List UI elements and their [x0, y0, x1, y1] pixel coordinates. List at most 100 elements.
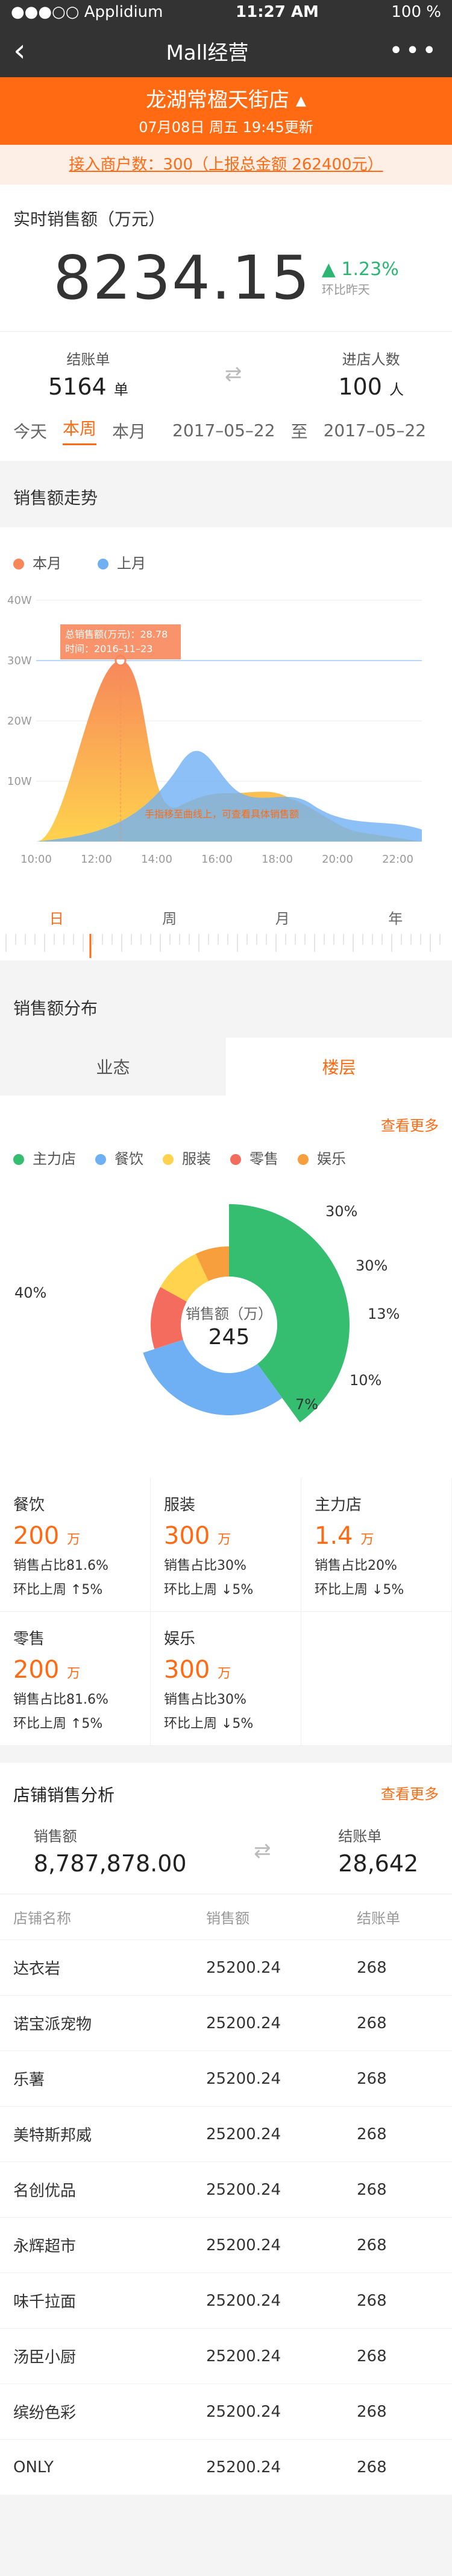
x-tick: 20:00 — [322, 853, 353, 866]
mall-selector[interactable]: 龙湖常楹天街店 ▴ — [146, 88, 306, 112]
y-tick: 40W — [7, 594, 32, 607]
table-row[interactable]: 缤纷色彩 25200.24 268 — [0, 2384, 452, 2439]
visitors-value: 100 — [338, 373, 382, 400]
category-name: 餐饮 — [13, 1496, 45, 1514]
donut-legend-item: 服装 — [163, 1147, 211, 1168]
swap-icon[interactable]: ⇄ — [224, 361, 242, 386]
time-ruler[interactable] — [0, 934, 452, 958]
back-icon[interactable]: ‹ — [13, 33, 26, 69]
merchant-notice[interactable]: 接入商户数：300（上报总金额 262400元） — [0, 145, 452, 185]
category-cell[interactable]: 服装 300 万销售占比30% 环比上周 ↓5% — [151, 1478, 301, 1612]
donut-chart[interactable]: 销售额（万） 245 40% 30% 30% 13% 10% 7% — [0, 1174, 452, 1476]
range-start[interactable]: 2017–05–22 — [172, 420, 275, 440]
tooltip-box — [60, 624, 181, 659]
donut-slice[interactable] — [195, 1246, 229, 1281]
table-cell: 25200.24 — [206, 2125, 281, 2143]
table-cell: 味千拉面 — [13, 2293, 77, 2311]
table-cell: 名创优品 — [13, 2182, 77, 2200]
scale-year[interactable]: 年 — [388, 910, 403, 927]
chart-hint: 手指移至曲线上，可查看具体销售额 — [145, 808, 299, 820]
table-cell: 268 — [357, 1958, 387, 1977]
table-row[interactable]: ONLY 25200.24 268 — [0, 2439, 452, 2495]
empty-cell — [301, 1612, 452, 1746]
table-cell: 缤纷色彩 — [13, 2404, 77, 2422]
shop-orders-label: 结账单 — [338, 1828, 382, 1845]
category-name: 服装 — [164, 1496, 196, 1514]
tab-floor[interactable]: 楼层 — [226, 1038, 452, 1096]
tab-week[interactable]: 本周 — [63, 416, 97, 445]
table-row[interactable]: 名创优品 25200.24 268 — [0, 2162, 452, 2217]
donut-label-30a: 30% — [325, 1203, 357, 1220]
table-cell: 268 — [357, 2125, 387, 2143]
table-cell: 25200.24 — [206, 2236, 281, 2254]
table-cell: 25200.24 — [206, 1958, 281, 1977]
table-cell: 25200.24 — [206, 2180, 281, 2199]
table-row[interactable]: 达衣岩 25200.24 268 — [0, 1940, 452, 1995]
category-unit: 万 — [218, 1532, 231, 1547]
dist-tabs: 业态 楼层 — [0, 1038, 452, 1096]
category-name: 零售 — [13, 1630, 45, 1648]
scale-day[interactable]: 日 — [49, 910, 64, 927]
trend-section: 销售额走势 本月 上月 总销售额(万元)：28.78 时间：2016–11–23… — [0, 461, 452, 960]
shop-swap-icon[interactable]: ⇄ — [254, 1838, 271, 1863]
donut-slice[interactable] — [151, 1287, 187, 1350]
table-row[interactable]: 美特斯邦威 25200.24 268 — [0, 2106, 452, 2162]
series-this-month — [36, 661, 422, 842]
donut-label-30b: 30% — [356, 1257, 388, 1274]
shop-card: 店铺销售分析 查看更多 销售额 8,787,878.00 ⇄ 结账单 28,642 店… — [0, 1763, 452, 2495]
donut-slice[interactable] — [160, 1254, 209, 1302]
scale-month[interactable]: 月 — [275, 910, 290, 927]
tab-format[interactable]: 业态 — [0, 1038, 226, 1096]
trend-chart[interactable]: 总销售额(万元)：28.78 时间：2016–11–23 手指移至曲线上，可查看… — [0, 588, 452, 890]
shop-title: 店铺销售分析 — [13, 1785, 115, 1805]
more-icon[interactable]: ••• — [389, 37, 439, 65]
category-unit: 万 — [67, 1532, 81, 1547]
table-row[interactable]: 汤臣小厨 25200.24 268 — [0, 2328, 452, 2384]
realtime-card: 实时销售额（万元） 8234.15 ▲ 1.23% 环比昨天 结账单 5164 … — [0, 185, 452, 461]
table-cell: 268 — [357, 2458, 387, 2476]
clock: 11:27 AM — [236, 3, 319, 21]
table-row[interactable]: 味千拉面 25200.24 268 — [0, 2273, 452, 2328]
category-name: 主力店 — [315, 1496, 362, 1514]
checkout-label: 结账单 — [66, 351, 110, 368]
donut-slice[interactable] — [143, 1339, 283, 1415]
range-to: 至 — [290, 421, 308, 442]
scale-week[interactable]: 周 — [162, 910, 177, 927]
table-row[interactable]: 诺宝派宠物 25200.24 268 — [0, 1995, 452, 2051]
donut-legend-item: 娱乐 — [298, 1147, 346, 1168]
category-cell[interactable]: 零售 200 万销售占比81.6% 环比上周 ↑5% — [0, 1612, 151, 1746]
category-cell[interactable]: 餐饮 200 万销售占比81.6% 环比上周 ↑5% — [0, 1478, 151, 1612]
table-cell: 268 — [357, 2347, 387, 2365]
tab-today[interactable]: 今天 — [13, 421, 48, 442]
nav-bar: ‹ Mall经营 ••• — [0, 24, 452, 77]
category-compare: 环比上周 ↑5% — [13, 1716, 103, 1731]
update-time: 07月08日 周五 19:45更新 — [139, 119, 313, 136]
shop-sales-label: 销售额 — [33, 1828, 77, 1845]
shop-more-link[interactable]: 查看更多 — [381, 1786, 439, 1803]
dist-title: 销售额分布 — [0, 977, 452, 1038]
table-cell: ONLY — [13, 2458, 54, 2476]
page-title: Mall经营 — [166, 40, 249, 65]
category-share: 销售占比81.6% — [13, 1558, 108, 1573]
category-cell[interactable]: 娱乐 300 万销售占比30% 环比上周 ↓5% — [151, 1612, 301, 1746]
col-sales: 销售额 — [206, 1910, 250, 1927]
tooltip-text-1: 总销售额(万元)：28.78 — [65, 629, 168, 640]
category-cell[interactable]: 主力店 1.4 万销售占比20% 环比上周 ↓5% — [301, 1478, 452, 1612]
y-tick: 10W — [7, 775, 32, 788]
category-value: 200 — [13, 1522, 60, 1550]
donut-legend-item: 零售 — [230, 1147, 278, 1168]
table-cell: 美特斯邦威 — [13, 2127, 92, 2145]
dist-more-link[interactable]: 查看更多 — [381, 1117, 439, 1134]
tab-month[interactable]: 本月 — [112, 421, 146, 442]
donut-slice[interactable] — [229, 1204, 350, 1423]
category-unit: 万 — [218, 1666, 231, 1681]
table-row[interactable]: 永辉超市 25200.24 268 — [0, 2217, 452, 2273]
donut-legend-item: 餐饮 — [95, 1147, 143, 1168]
trend-title: 销售额走势 — [0, 461, 452, 527]
table-cell: 25200.24 — [206, 2402, 281, 2421]
table-cell: 25200.24 — [206, 2014, 281, 2032]
table-row[interactable]: 乐薯 25200.24 268 — [0, 2051, 452, 2106]
table-cell: 268 — [357, 2180, 387, 2199]
range-end[interactable]: 2017–05–22 — [323, 420, 427, 440]
donut-label-7: 7% — [295, 1396, 318, 1413]
